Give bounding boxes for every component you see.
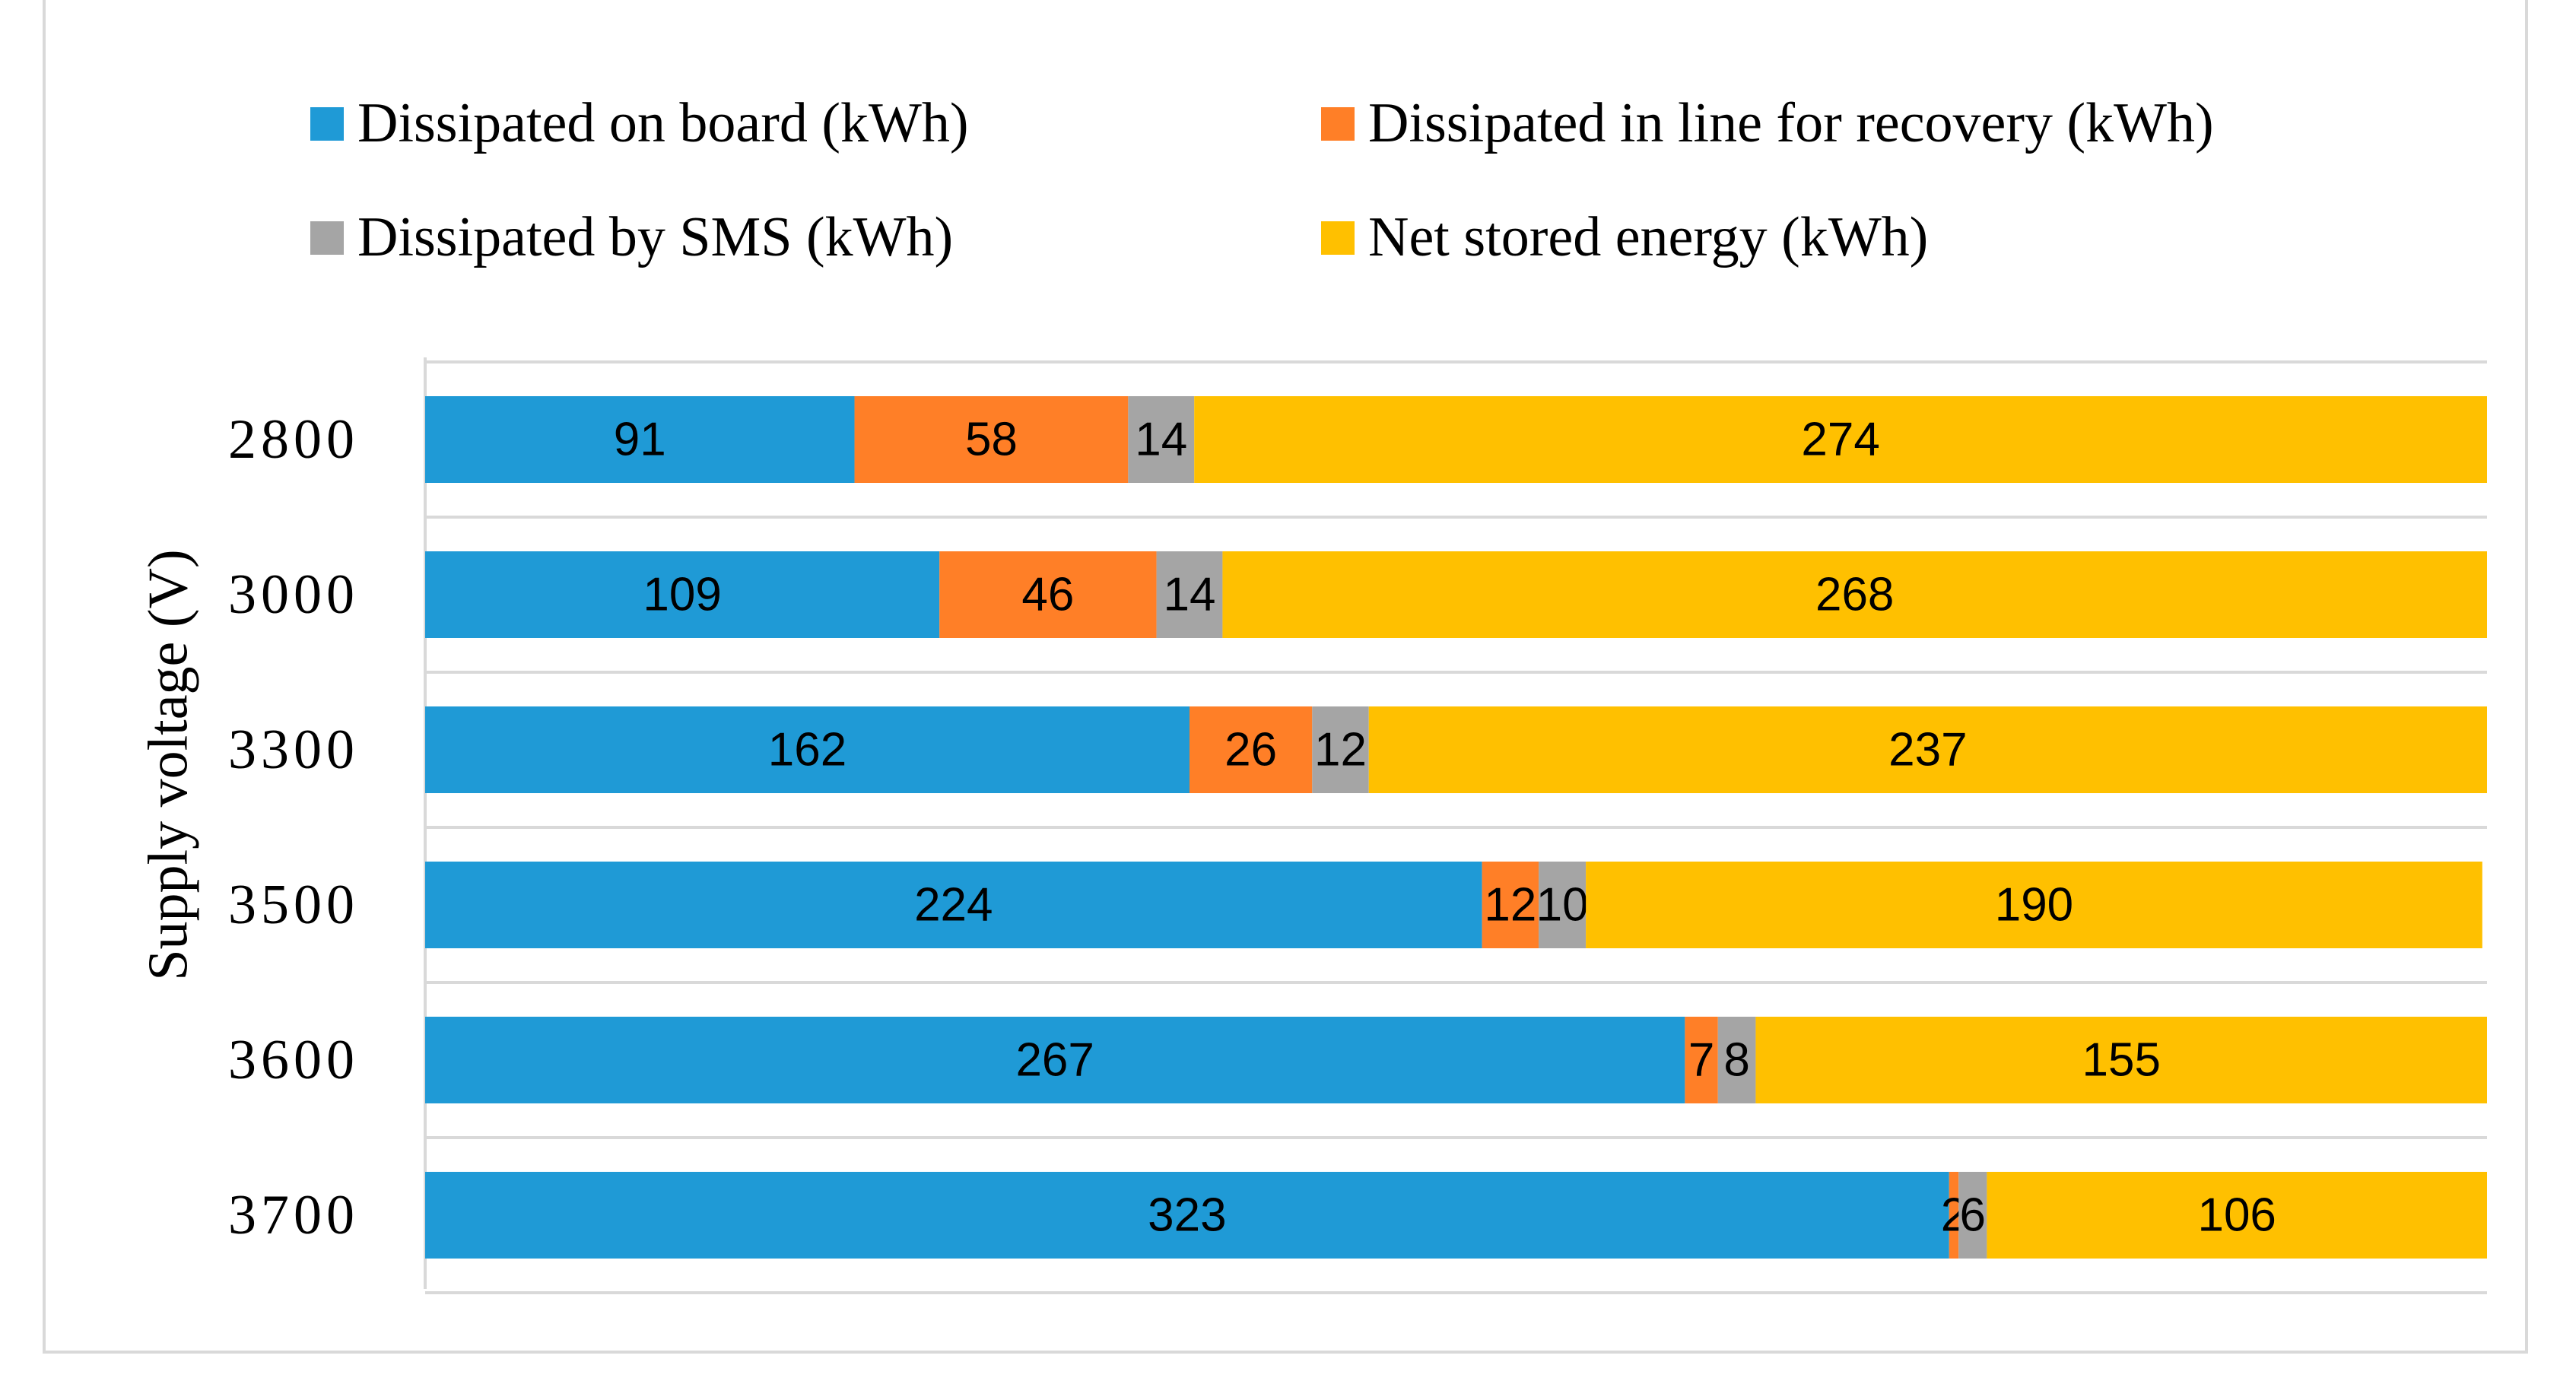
data-label: 224	[914, 879, 993, 932]
bar-segment	[1368, 706, 2487, 793]
data-label: 190	[1995, 879, 2073, 932]
legend-label-on-board: Dissipated on board (kWh)	[357, 92, 969, 154]
data-label: 91	[614, 414, 666, 466]
bar-segment	[1539, 862, 1587, 948]
data-label: 106	[2197, 1189, 2276, 1242]
data-label: 109	[643, 569, 721, 621]
data-label: 14	[1164, 569, 1216, 621]
data-label: 8	[1723, 1034, 1749, 1087]
bar-segment	[1717, 1017, 1756, 1103]
legend-swatch-line-recovery	[1321, 106, 1355, 141]
data-label: 46	[1021, 569, 1074, 621]
legend-item-net-stored: Net stored energy (kWh)	[1321, 205, 1928, 270]
legend-swatch-sms	[310, 221, 344, 255]
data-label: 155	[2082, 1034, 2160, 1087]
legend: Dissipated on board (kWh) Dissipated in …	[0, 0, 2576, 304]
bar-segment	[1949, 1172, 1959, 1259]
row-separators	[425, 360, 2487, 1294]
bar-segment	[1685, 1017, 1718, 1103]
data-label: 12	[1484, 879, 1536, 932]
legend-swatch-net-stored	[1321, 221, 1355, 255]
bar-segment	[1586, 862, 2482, 948]
legend-item-on-board: Dissipated on board (kWh)	[310, 91, 969, 156]
bar-segment	[939, 551, 1157, 638]
data-label: 267	[1015, 1034, 1094, 1087]
legend-item-line-recovery: Dissipated in line for recovery (kWh)	[1321, 91, 2214, 156]
bar-segment	[425, 551, 940, 638]
data-label: 237	[1888, 724, 1967, 776]
data-label: 12	[1314, 724, 1367, 776]
bar-segment	[1987, 1172, 2487, 1259]
y-tick-label: 3300	[228, 719, 359, 781]
bar-segment	[1156, 551, 1223, 638]
data-label: 7	[1688, 1034, 1714, 1087]
data-label: 14	[1135, 414, 1187, 466]
y-tick-label: 3500	[228, 874, 359, 936]
bar-segment	[1222, 551, 2487, 638]
data-label: 6	[1960, 1189, 1986, 1242]
y-tick-label: 3600	[228, 1029, 359, 1091]
y-tick-label: 2800	[228, 408, 359, 471]
legend-label-net-stored: Net stored energy (kWh)	[1368, 206, 1929, 268]
bar-segment	[425, 862, 1482, 948]
y-tick-label: 3000	[228, 563, 359, 626]
data-label: 58	[965, 414, 1018, 466]
bar-segment	[1194, 396, 2487, 483]
bar-segment	[1958, 1172, 1987, 1259]
bar-segment	[1312, 706, 1369, 793]
bar-segment	[1482, 862, 1539, 948]
chart-frame	[43, 0, 2528, 1354]
bar-segment	[1189, 706, 1313, 793]
bar-segment	[425, 1172, 1949, 1259]
data-label: 274	[1801, 414, 1879, 466]
bar-segment	[425, 396, 855, 483]
data-label: 26	[1224, 724, 1277, 776]
legend-label-line-recovery: Dissipated in line for recovery (kWh)	[1368, 92, 2214, 154]
legend-label-sms: Dissipated by SMS (kWh)	[357, 206, 954, 268]
data-label: 10	[1536, 879, 1589, 932]
legend-item-sms: Dissipated by SMS (kWh)	[310, 205, 953, 270]
bar-segment	[854, 396, 1129, 483]
y-tick-labels: 2800 3000 3300 3500 3600 3700	[228, 408, 359, 1246]
data-label: 162	[768, 724, 846, 776]
legend-swatch-on-board	[310, 106, 344, 141]
bar-segment	[1755, 1017, 2487, 1103]
bar-segment	[425, 706, 1190, 793]
data-label: 268	[1815, 569, 1894, 621]
bar-segment	[1128, 396, 1195, 483]
bar-segment	[425, 1017, 1685, 1103]
data-label: 323	[1148, 1189, 1226, 1242]
y-tick-label: 3700	[228, 1184, 359, 1246]
